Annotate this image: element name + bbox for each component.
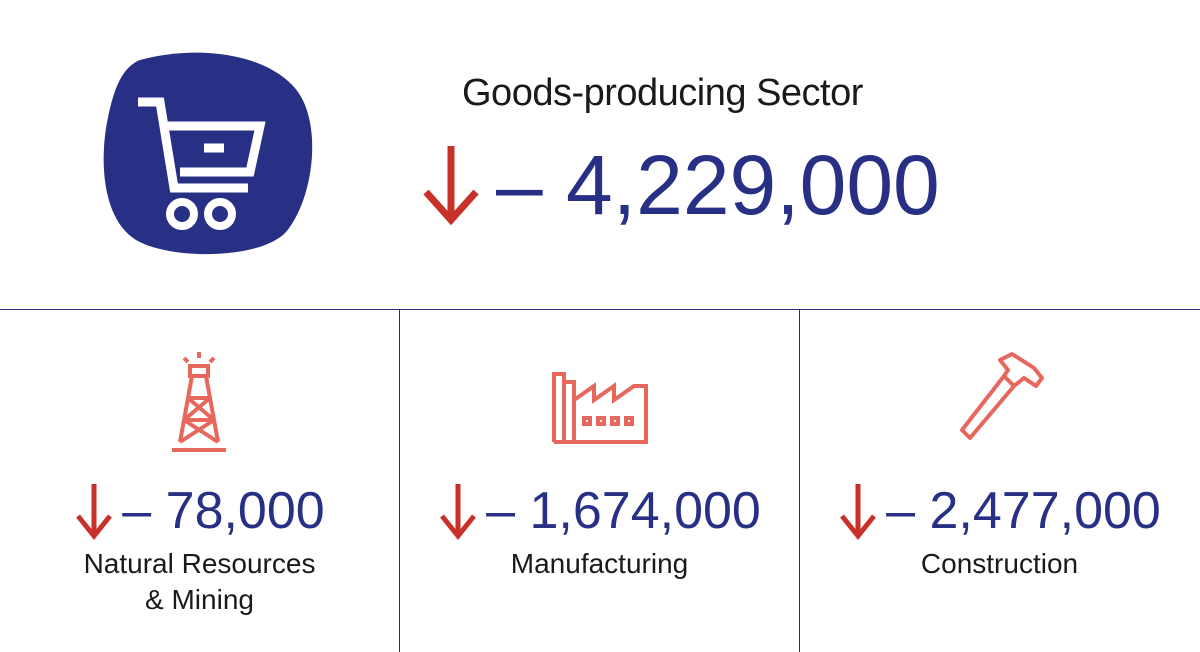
panel-manufacturing: – 1,674,000 Manufacturing <box>400 310 799 652</box>
factory-icon <box>552 372 648 444</box>
hammer-icon <box>960 352 1044 440</box>
stat-label-line: & Mining <box>145 584 254 615</box>
panel-natural-resources: – 78,000 Natural Resources & Mining <box>0 310 399 652</box>
down-arrow-icon <box>440 484 477 540</box>
stat-label-line: Manufacturing <box>510 548 689 579</box>
stat-row: – 2,477,000 <box>800 480 1199 542</box>
stat-label: Manufacturing <box>400 546 799 582</box>
divider-vertical <box>799 310 800 652</box>
stat-label: Natural Resources & Mining <box>0 546 399 618</box>
stat-value: – 1,674,000 <box>486 482 761 540</box>
down-arrow-icon <box>76 484 113 540</box>
stat-label-line: Construction <box>920 548 1079 579</box>
down-arrow-icon <box>840 484 877 540</box>
sector-title: Goods-producing Sector <box>462 72 863 114</box>
divider-horizontal <box>0 309 1200 310</box>
oil-derrick-icon <box>172 352 226 452</box>
panel-construction: – 2,477,000 Construction <box>800 310 1199 652</box>
sector-total-value: – 4,229,000 <box>496 138 940 232</box>
stat-label-line: Natural Resources <box>83 548 316 579</box>
stat-row: – 78,000 <box>0 480 399 542</box>
shopping-cart-icon <box>103 52 313 255</box>
sector-summary: Goods-producing Sector – 4,229,000 <box>0 0 1200 310</box>
down-arrow-icon <box>423 146 479 226</box>
sector-total: – 4,229,000 <box>420 140 940 230</box>
stat-value: – 78,000 <box>122 482 325 540</box>
divider-vertical <box>399 310 400 652</box>
stat-row: – 1,674,000 <box>400 480 799 542</box>
stat-label: Construction <box>800 546 1199 582</box>
stat-value: – 2,477,000 <box>886 482 1161 540</box>
